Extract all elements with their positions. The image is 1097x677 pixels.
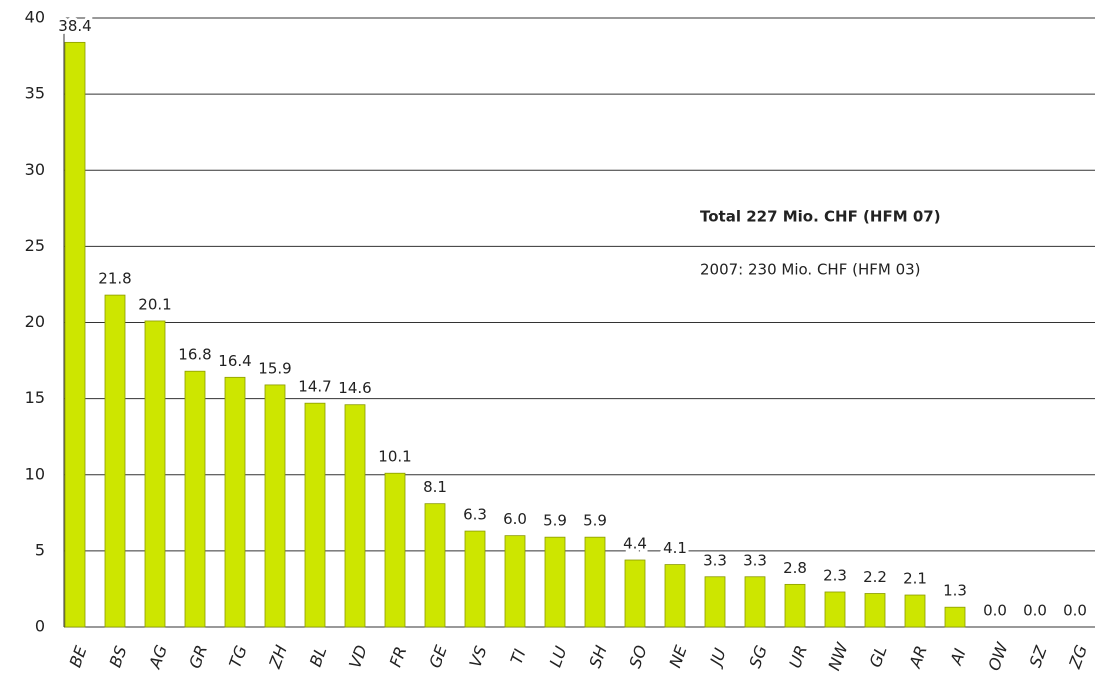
bar [384,472,406,628]
bar [664,564,686,628]
x-tick-label: JU [705,645,730,670]
bar [624,559,646,628]
x-tick-label: NE [665,642,691,670]
bar [184,370,206,628]
bar [944,606,966,628]
x-tick-label: LU [546,643,571,669]
x-tick-label: NW [824,639,852,673]
y-tick-label: 10 [25,464,45,483]
value-label: 2.2 [863,568,887,586]
bar [144,320,166,628]
value-label: 0.0 [983,602,1007,620]
value-label: 0.0 [1023,602,1047,620]
value-label: 4.1 [663,539,687,557]
y-tick-label: 40 [25,8,45,27]
bar [744,576,766,628]
value-label: 16.4 [218,352,251,370]
labels: 0 5 10 15 20 25 30 35 40 BE 38.4 BS 21.8 AG 20.1 GR 16.8… [25,8,1091,674]
x-tick-label: BL [306,644,331,669]
y-tick-label: 0 [35,617,45,636]
x-tick-label: ZG [1065,642,1091,671]
x-tick-label: SO [625,643,651,671]
bar [504,535,526,628]
bar [264,384,286,628]
bar [464,530,486,628]
value-label: 15.9 [258,359,291,377]
bar [544,536,566,628]
bar [824,591,846,628]
x-tick-label: GL [865,643,890,670]
bar [104,294,126,628]
x-tick-label: VS [466,643,491,669]
bar [704,576,726,628]
value-label: 5.9 [543,512,567,530]
plot: 0 5 10 15 20 25 30 35 40 BE 38.4 BS 21.8 AG 20.1 GR 16.8… [25,8,1095,674]
y-tick-label: 5 [35,540,45,559]
grid [63,17,1095,628]
value-label: 5.9 [583,512,607,530]
value-label: 10.1 [378,448,411,466]
annotation-previous: 2007: 230 Mio. CHF (HFM 03) [700,261,921,279]
value-label: 2.1 [903,570,927,588]
value-label: 14.6 [338,379,371,397]
x-tick-label: SZ [1026,643,1051,670]
x-tick-label: FR [386,644,411,670]
bar [344,404,366,628]
y-tick-label: 25 [25,236,45,255]
x-tick-label: BE [66,643,91,670]
x-tick-label: GR [185,642,211,671]
bar [64,41,86,628]
x-tick-label: ZH [265,643,291,672]
value-label: 38.4 [58,17,91,35]
bar [224,376,246,628]
value-label: 8.1 [423,478,447,496]
x-tick-label: TG [225,643,250,670]
value-label: 4.4 [623,535,647,553]
value-label: 1.3 [943,582,967,600]
x-tick-label: TI [507,646,530,666]
bar [904,594,926,628]
x-tick-label: AI [946,646,970,668]
x-tick-label: AG [145,642,171,671]
y-tick-label: 35 [25,84,45,103]
bar [584,536,606,628]
bar [424,503,446,628]
y-tick-label: 15 [25,388,45,407]
x-tick-label: UR [785,643,811,671]
value-label: 2.8 [783,559,807,577]
value-label: 0.0 [1063,602,1087,620]
value-label: 3.3 [703,551,727,569]
value-label: 16.8 [178,346,211,364]
y-tick-label: 20 [25,312,45,331]
x-tick-label: SH [585,643,610,670]
x-tick-label: BS [106,643,131,669]
value-label: 21.8 [98,270,131,288]
bar [864,593,886,628]
x-tick-label: SG [745,643,771,671]
annotation-total: Total 227 Mio. CHF (HFM 07) [700,208,941,226]
value-label: 6.0 [503,510,527,528]
bar [784,583,806,628]
value-label: 20.1 [138,295,171,313]
value-label: 3.3 [743,551,767,569]
value-label: 2.3 [823,566,847,584]
x-tick-label: VD [345,642,371,670]
x-tick-label: AR [905,643,931,671]
value-label: 6.3 [463,506,487,524]
value-label: 14.7 [298,378,331,396]
bar [304,402,326,628]
x-tick-label: OW [984,639,1012,673]
x-tick-label: GE [425,642,451,670]
y-tick-label: 30 [25,160,45,179]
bars [64,41,966,628]
